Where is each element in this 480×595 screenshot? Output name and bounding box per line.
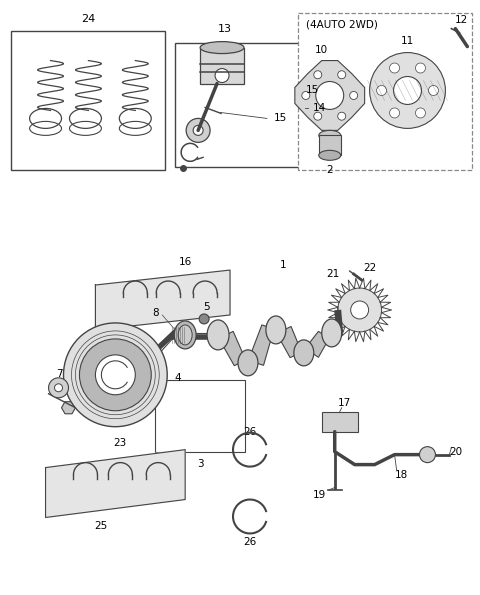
Circle shape xyxy=(199,314,209,324)
Ellipse shape xyxy=(266,316,286,344)
Text: 8: 8 xyxy=(152,308,158,318)
Text: 15: 15 xyxy=(274,114,287,123)
Circle shape xyxy=(186,118,210,142)
Circle shape xyxy=(193,126,203,136)
Circle shape xyxy=(314,112,322,120)
Circle shape xyxy=(429,86,438,95)
Text: 22: 22 xyxy=(363,263,376,273)
Circle shape xyxy=(55,384,62,392)
Circle shape xyxy=(338,288,382,332)
Circle shape xyxy=(416,108,425,118)
Text: 11: 11 xyxy=(401,36,414,46)
Circle shape xyxy=(377,86,386,95)
Text: 4: 4 xyxy=(175,373,181,383)
FancyBboxPatch shape xyxy=(319,136,341,155)
Circle shape xyxy=(416,63,425,73)
Circle shape xyxy=(215,68,229,83)
Polygon shape xyxy=(276,327,301,358)
Text: 17: 17 xyxy=(338,397,351,408)
FancyBboxPatch shape xyxy=(175,43,305,167)
Ellipse shape xyxy=(322,319,342,347)
Circle shape xyxy=(350,92,358,99)
Ellipse shape xyxy=(294,340,314,366)
Circle shape xyxy=(351,301,369,319)
Polygon shape xyxy=(219,331,246,366)
Ellipse shape xyxy=(207,320,229,350)
Text: 26: 26 xyxy=(243,537,257,547)
Circle shape xyxy=(394,77,421,105)
FancyBboxPatch shape xyxy=(322,412,358,432)
Text: 16: 16 xyxy=(99,331,112,341)
Text: 25: 25 xyxy=(94,521,107,531)
Text: (4AUTO 2WD): (4AUTO 2WD) xyxy=(306,20,378,30)
Text: 24: 24 xyxy=(81,14,95,24)
Circle shape xyxy=(96,355,135,394)
Circle shape xyxy=(370,52,445,129)
Text: 6: 6 xyxy=(77,400,84,410)
FancyBboxPatch shape xyxy=(11,30,165,170)
Text: 13: 13 xyxy=(218,24,232,34)
Text: 12: 12 xyxy=(455,15,468,24)
Polygon shape xyxy=(46,450,185,518)
Text: 10: 10 xyxy=(315,45,328,55)
Text: 3: 3 xyxy=(197,459,204,469)
Text: 16: 16 xyxy=(179,257,192,267)
Polygon shape xyxy=(61,402,75,414)
Circle shape xyxy=(48,378,69,398)
Text: 7: 7 xyxy=(56,369,63,379)
Circle shape xyxy=(390,108,399,118)
Circle shape xyxy=(316,82,344,109)
Circle shape xyxy=(80,339,151,411)
Text: 1: 1 xyxy=(279,260,286,270)
Circle shape xyxy=(63,323,167,427)
Text: 23: 23 xyxy=(114,438,127,447)
Text: 18: 18 xyxy=(395,469,408,480)
Ellipse shape xyxy=(319,151,341,160)
Polygon shape xyxy=(248,325,274,365)
Circle shape xyxy=(420,447,435,463)
Circle shape xyxy=(338,71,346,79)
Polygon shape xyxy=(305,331,329,358)
Text: 15: 15 xyxy=(306,86,319,95)
Text: 5: 5 xyxy=(203,302,209,312)
Ellipse shape xyxy=(200,42,244,54)
Circle shape xyxy=(338,112,346,120)
Text: 19: 19 xyxy=(313,490,326,500)
Text: 20: 20 xyxy=(449,447,462,456)
Circle shape xyxy=(390,63,399,73)
FancyBboxPatch shape xyxy=(298,12,472,170)
Ellipse shape xyxy=(178,325,192,345)
FancyBboxPatch shape xyxy=(200,48,244,83)
Ellipse shape xyxy=(174,321,196,349)
Text: 14: 14 xyxy=(313,104,326,114)
Circle shape xyxy=(302,92,310,99)
Circle shape xyxy=(314,71,322,79)
Text: 21: 21 xyxy=(326,269,339,279)
Polygon shape xyxy=(295,61,365,130)
Polygon shape xyxy=(96,270,230,330)
Text: 26: 26 xyxy=(243,427,257,437)
Ellipse shape xyxy=(319,130,341,140)
Ellipse shape xyxy=(238,350,258,376)
Text: 2: 2 xyxy=(326,165,333,176)
